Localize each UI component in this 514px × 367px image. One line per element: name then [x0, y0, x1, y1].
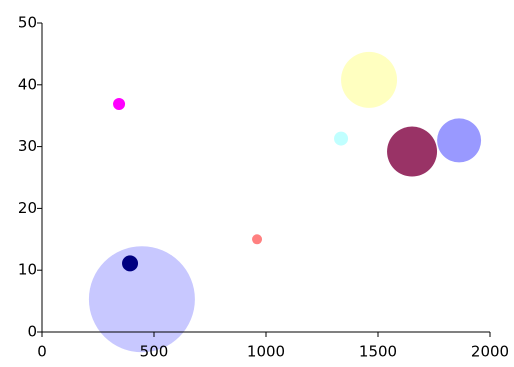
- x-tick-label: 500: [140, 343, 169, 361]
- y-tick-label: 30: [18, 137, 37, 155]
- bubble: [113, 97, 126, 110]
- x-tick-label: 1000: [247, 343, 285, 361]
- y-tick-label: 20: [18, 199, 37, 217]
- y-tick-label: 50: [18, 14, 37, 32]
- bubble: [334, 131, 349, 146]
- bubble: [437, 118, 482, 163]
- y-tick-label: 40: [18, 75, 37, 93]
- bubble: [341, 51, 398, 108]
- x-tick-label: 1500: [359, 343, 397, 361]
- bubble: [252, 234, 263, 245]
- bubble: [387, 126, 438, 177]
- x-tick-label: 2000: [471, 343, 509, 361]
- y-tick-label: 10: [18, 261, 37, 279]
- x-tick-label: 0: [37, 343, 47, 361]
- bubble: [122, 255, 139, 272]
- bubble: [88, 246, 195, 353]
- y-tick-label: 0: [27, 323, 37, 341]
